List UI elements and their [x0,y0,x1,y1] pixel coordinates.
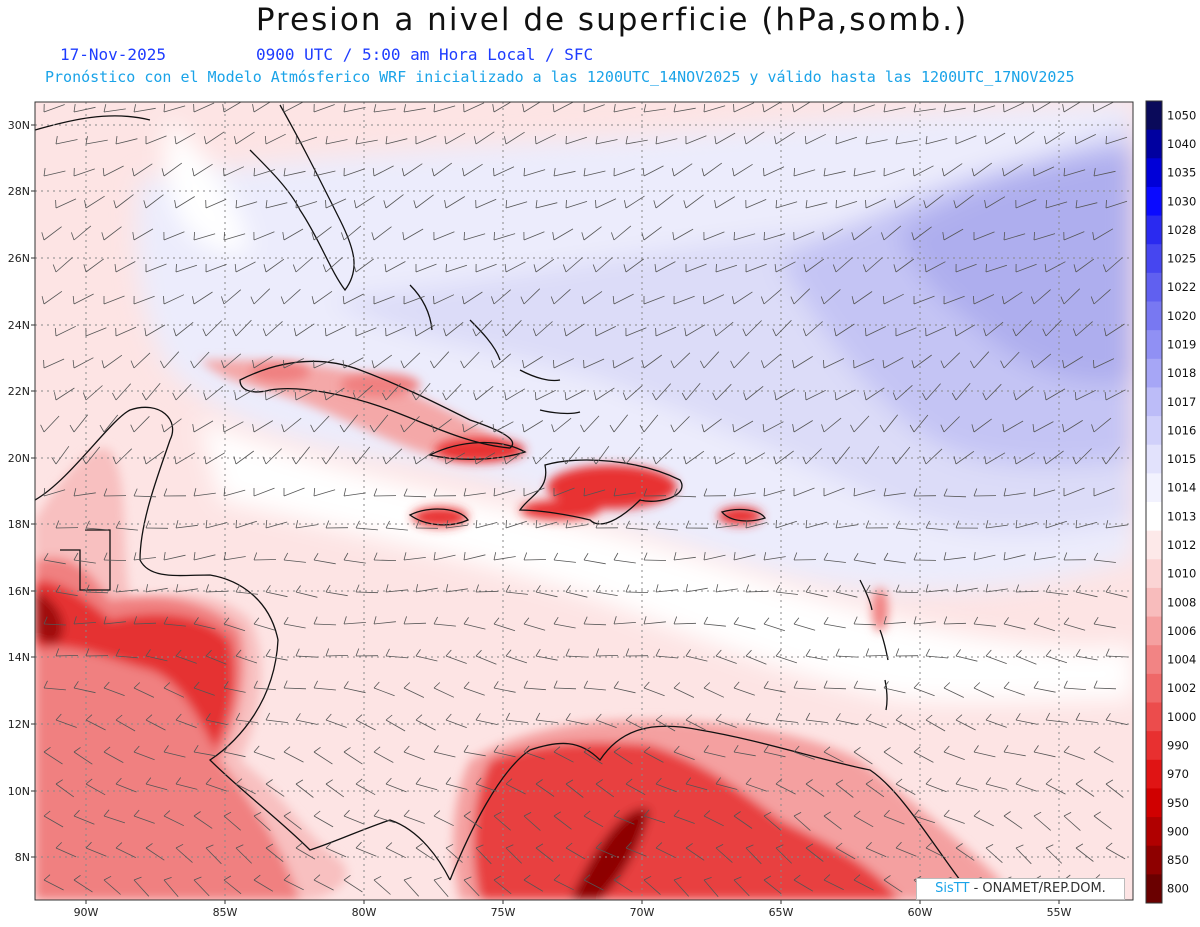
colorbar-label: 1025 [1167,252,1196,266]
colorbar-swatch [1146,788,1162,818]
colorbar-swatch [1146,874,1162,904]
latitude-labels: 30N 28N 26N 24N 22N 20N 18N 16N 14N 12N 10N 8N [8,119,35,864]
colorbar-swatch [1146,244,1162,274]
colorbar-swatch [1146,129,1162,159]
colorbar-swatch [1146,330,1162,360]
colorbar-swatch [1146,416,1162,446]
wind-barbs [40,102,1129,898]
colorbar-label: 1015 [1167,452,1196,466]
lon-label: 70W [630,906,655,919]
lat-label: 12N [8,718,30,731]
colorbar-swatch [1146,845,1162,875]
lat-label: 26N [8,252,30,265]
colorbar-label: 1022 [1167,280,1196,294]
colorbar-label: 850 [1167,853,1189,867]
longitude-labels: 90W 85W 80W 75W 70W 65W 60W 55W [74,900,1072,919]
colorbar-label: 1030 [1167,194,1196,208]
credit-box: SisTT - ONAMET/REP.DOM. [916,878,1125,900]
lat-label: 30N [8,119,30,132]
colorbar-label: 1004 [1167,653,1196,667]
colorbar-label: 800 [1167,882,1189,896]
colorbar-swatch [1146,645,1162,675]
colorbar-swatch [1146,817,1162,847]
colorbar-swatch [1146,673,1162,703]
colorbar-swatch [1146,731,1162,761]
lat-label: 14N [8,651,30,664]
colorbar-swatch [1146,387,1162,417]
forecast-note: Pronóstico con el Modelo Atmósferico WRF… [45,68,1075,86]
colorbar-label: 950 [1167,796,1189,810]
credit-brand: SisTT [935,881,970,896]
lon-label: 60W [908,906,933,919]
colorbar-swatch [1146,759,1162,789]
colorbar-label: 1006 [1167,624,1196,638]
colorbar-swatch [1146,502,1162,532]
lat-label: 8N [15,851,30,864]
colorbar-label: 1010 [1167,567,1196,581]
colorbar-swatch [1146,702,1162,732]
colorbar-swatch [1146,358,1162,388]
chart-title: Presion a nivel de superficie (hPa,somb.… [255,2,969,38]
map-frame [34,101,1134,901]
lon-label: 55W [1047,906,1072,919]
colorbar-label: 990 [1167,739,1189,753]
colorbar-swatch [1146,301,1162,331]
colorbar-label: 1016 [1167,423,1196,437]
colorbar-label: 1050 [1167,108,1196,122]
map-field [35,102,1133,900]
lat-label: 16N [8,585,30,598]
colorbar-label: 1000 [1167,710,1196,724]
colorbar-swatch [1146,158,1162,188]
colorbar-label: 1002 [1167,681,1196,695]
coastlines [35,104,961,881]
valid-time: 0900 UTC / 5:00 am Hora Local / SFC [256,45,594,64]
colorbar-label: 1019 [1167,338,1196,352]
forecast-date: 17-Nov-2025 [60,45,166,64]
lat-label: 10N [8,785,30,798]
colorbar-label: 1040 [1167,137,1196,151]
lon-label: 85W [213,906,238,919]
colorbar-label: 1017 [1167,395,1196,409]
lat-label: 24N [8,319,30,332]
lat-label: 28N [8,185,30,198]
colorbar-label: 970 [1167,767,1189,781]
lon-label: 65W [769,906,794,919]
colorbar-swatch [1146,530,1162,560]
credit-text: - ONAMET/REP.DOM. [969,881,1106,896]
colorbar-label: 1018 [1167,366,1196,380]
colorbar-label: 1014 [1167,481,1196,495]
colorbar-swatch [1146,272,1162,302]
colorbar-swatch [1146,186,1162,217]
colorbar-label: 1013 [1167,509,1196,523]
colorbar-swatch [1146,616,1162,646]
colorbar-label: 1035 [1167,166,1196,180]
colorbar-label: 900 [1167,824,1189,838]
lon-label: 80W [352,906,377,919]
lon-label: 90W [74,906,99,919]
colorbar-swatch [1146,101,1162,131]
lat-label: 20N [8,452,30,465]
colorbar-swatch [1146,473,1162,503]
colorbar-label: 1020 [1167,309,1196,323]
lat-label: 18N [8,518,30,531]
pressure-colorbar: 1050 1040 1035 1030 1028 1025 1022 1020 1019 1018… [1145,100,1196,904]
colorbar-swatch [1146,587,1162,618]
lat-label: 22N [8,385,30,398]
colorbar-label: 1028 [1167,223,1196,237]
colorbar-swatch [1146,444,1162,474]
colorbar-label: 1008 [1167,595,1196,609]
lon-label: 75W [491,906,516,919]
colorbar-swatch [1146,559,1162,589]
colorbar-swatch [1146,215,1162,245]
colorbar-label: 1012 [1167,538,1196,552]
